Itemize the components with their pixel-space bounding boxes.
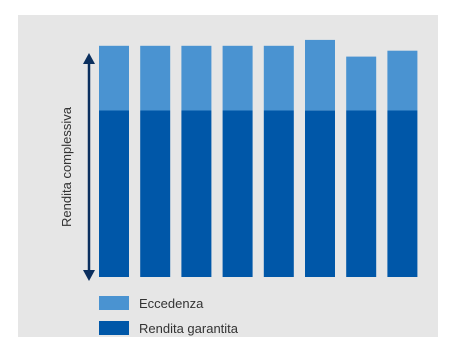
total-rendita-arrow: [83, 53, 95, 281]
bar-rendita-garantita-1: [99, 110, 129, 277]
bar-eccedenza-7: [346, 56, 377, 111]
bar-rendita-garantita-2: [140, 110, 171, 277]
bar-rendita-garantita-4: [222, 110, 253, 277]
legend: Eccedenza Rendita garantita: [99, 293, 238, 343]
legend-item-eccedenza: Eccedenza: [99, 293, 238, 313]
bar-eccedenza-3: [181, 45, 212, 111]
bar-rendita-garantita-7: [346, 110, 377, 277]
bar-eccedenza-1: [99, 45, 129, 111]
bar-eccedenza-8: [387, 50, 418, 111]
bar-rendita-garantita-3: [181, 110, 212, 277]
legend-label-eccedenza: Eccedenza: [139, 295, 204, 311]
y-axis-label: Rendita complessiva: [59, 106, 74, 227]
bar-rendita-garantita-6: [305, 110, 335, 277]
bar-eccedenza-5: [263, 45, 294, 111]
bar-eccedenza-2: [140, 45, 171, 111]
bar-rendita-garantita-5: [263, 110, 294, 277]
legend-swatch-rendita-garantita: [99, 321, 129, 335]
legend-swatch-eccedenza: [99, 296, 129, 310]
bar-rendita-garantita-8: [387, 110, 418, 277]
legend-label-rendita-garantita: Rendita garantita: [139, 320, 239, 336]
legend-item-rendita-garantita: Rendita garantita: [99, 318, 238, 338]
chart-panel: Rendita complessiva Eccedenza Rendita ga…: [18, 15, 438, 337]
stacked-bar-chart: Rendita complessiva: [18, 15, 438, 337]
bar-eccedenza-4: [222, 45, 253, 111]
bar-eccedenza-6: [305, 39, 335, 111]
